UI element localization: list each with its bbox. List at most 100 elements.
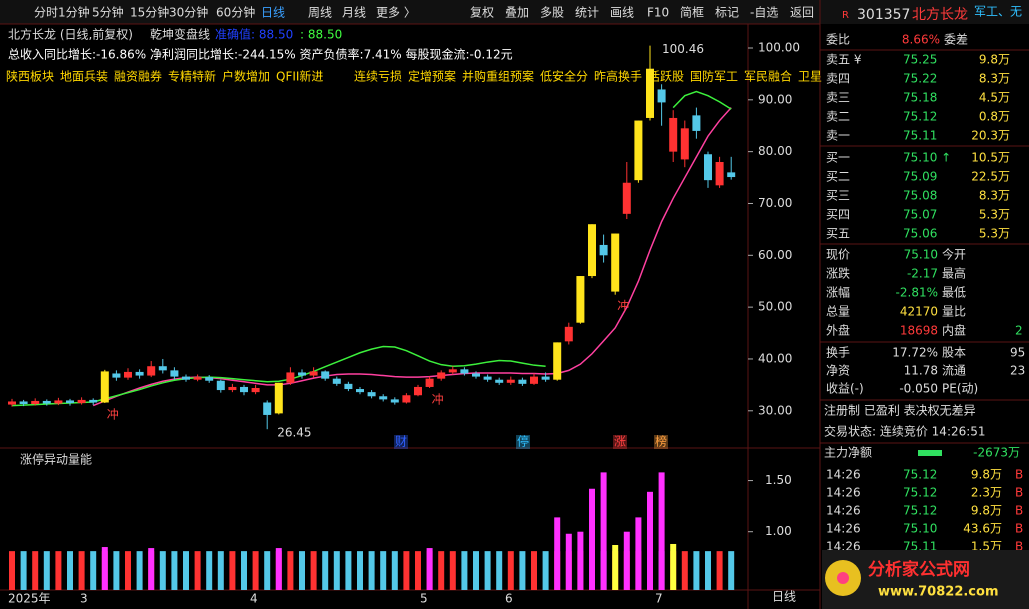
- candle-body: [182, 376, 190, 380]
- candle-body: [530, 376, 538, 384]
- book-price: 75.22: [903, 72, 937, 86]
- period-tab[interactable]: 分时: [34, 6, 58, 20]
- value: 8.66%: [902, 33, 940, 47]
- candle-body: [541, 376, 550, 380]
- chong-label: 冲: [617, 298, 629, 313]
- candle-body: [135, 371, 144, 376]
- stripe-bar: [252, 551, 259, 590]
- spike-bar: [589, 488, 595, 590]
- candle-body: [42, 400, 51, 404]
- book-label: 卖一: [826, 129, 850, 143]
- period-tab[interactable]: 30分钟: [169, 5, 208, 20]
- book-volume: 5.3万: [979, 208, 1010, 222]
- candle-body: [460, 369, 469, 374]
- book-price: 75.08: [903, 189, 937, 203]
- candle-body: [390, 399, 399, 403]
- tool-button[interactable]: 叠加: [505, 6, 529, 20]
- high-label: 100.46: [662, 42, 704, 56]
- stat-value: 2: [1015, 324, 1023, 338]
- lower-title: 涨停异动量能: [20, 452, 92, 467]
- candle-body: [332, 378, 341, 384]
- event-badge: [394, 435, 408, 449]
- book-volume: 22.5万: [971, 170, 1010, 184]
- event-badge: [613, 435, 627, 449]
- stripe-bar: [90, 551, 97, 590]
- ma-line: [11, 90, 732, 407]
- candle-body: [89, 399, 98, 403]
- event-marker: 财: [395, 435, 407, 449]
- period-tab[interactable]: 日线: [261, 6, 285, 20]
- candle-body: [147, 366, 156, 376]
- stripe-bar: [716, 551, 723, 590]
- tool-button[interactable]: 复权: [470, 6, 494, 20]
- stripe-bar: [171, 551, 178, 590]
- chong-label: 冲: [432, 391, 444, 406]
- book-price: 75.09: [903, 170, 937, 184]
- tool-button[interactable]: 返回: [790, 6, 814, 20]
- event-badge: [654, 435, 668, 449]
- stripe-bar: [438, 551, 445, 590]
- tool-button[interactable]: 统计: [575, 6, 599, 20]
- period-tab[interactable]: 5分钟: [92, 5, 124, 20]
- stripe-bar: [705, 551, 711, 590]
- tag: 并购重组预案: [462, 69, 534, 84]
- book-price: 75.06: [903, 227, 937, 241]
- stripe-bar: [217, 551, 224, 590]
- candle-body: [298, 372, 306, 376]
- tool-button[interactable]: 多股: [540, 6, 564, 20]
- flags: 注册制 已盈利 表决权无差异: [824, 403, 976, 418]
- candle-body: [576, 276, 585, 323]
- toolbar-bg: [0, 0, 1029, 24]
- spike-bar: [635, 517, 642, 590]
- trade-price: 75.12: [903, 486, 937, 500]
- candle-body: [414, 386, 422, 396]
- spike-bar: [623, 531, 630, 590]
- candle-body: [77, 399, 86, 404]
- stat-value: 75.10: [904, 248, 938, 262]
- stat-label: 外盘: [826, 323, 850, 338]
- stripe-bar: [183, 551, 189, 590]
- y-tick-label: 70.00: [758, 196, 792, 210]
- tag: 定增预案: [408, 69, 456, 84]
- stripe-bar: [67, 551, 73, 590]
- tool-button[interactable]: F10: [647, 6, 669, 20]
- tool-button[interactable]: -自选: [750, 6, 778, 20]
- candle-body: [727, 172, 736, 178]
- spike-bar: [577, 531, 584, 590]
- period-tab[interactable]: 更多 〉: [376, 6, 416, 20]
- low-label: 26.45: [277, 426, 311, 440]
- stat-value: 17.72%: [892, 346, 938, 360]
- tag: 昨高换手: [594, 69, 642, 84]
- period-tab[interactable]: 15分钟: [130, 5, 169, 20]
- tag: 卫星: [798, 70, 822, 84]
- candle-body: [8, 401, 16, 405]
- candle-body: [309, 371, 318, 376]
- book-label: 买一: [826, 151, 850, 165]
- candle-body: [100, 371, 109, 403]
- code: 301357: [857, 7, 910, 23]
- period-tab[interactable]: 1分钟: [58, 5, 90, 20]
- tag: 连续亏损: [354, 69, 402, 84]
- book-label: 卖五 ¥: [826, 53, 862, 67]
- period-tab[interactable]: 周线: [308, 6, 332, 20]
- candle-body: [402, 395, 411, 403]
- spike-bar: [275, 548, 282, 590]
- tool-button[interactable]: 标记: [715, 6, 739, 20]
- candle-body: [425, 378, 434, 387]
- period-tab[interactable]: 60分钟: [216, 5, 255, 20]
- y-tick-label: 1.50: [765, 473, 792, 487]
- book-volume: 4.5万: [979, 91, 1010, 105]
- trade-volume: 9.8万: [971, 468, 1002, 482]
- candle-body: [193, 377, 202, 380]
- period-tab[interactable]: 月线: [342, 6, 366, 20]
- candle-body: [495, 379, 504, 383]
- tool-button[interactable]: 画线: [610, 6, 634, 20]
- y-tick-label: 30.00: [758, 403, 792, 417]
- tool-button[interactable]: 简框: [680, 6, 704, 20]
- stat-label: 股本: [942, 346, 966, 360]
- r-mark: R: [842, 10, 849, 21]
- book-label: 卖四: [826, 72, 850, 86]
- trade-side: B: [1015, 522, 1023, 536]
- trade-price: 75.10: [903, 522, 937, 536]
